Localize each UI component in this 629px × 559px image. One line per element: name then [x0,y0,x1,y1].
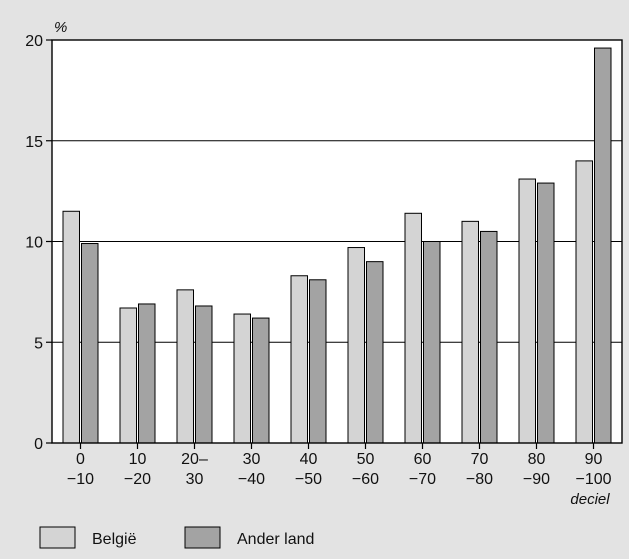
x-tick-label: 30 [243,451,261,468]
x-tick-label: −80 [466,471,493,488]
bar-ander-land [309,279,327,444]
bar-belgie [404,212,422,444]
x-tick-label: 80 [528,451,546,468]
legend-swatch [184,526,221,549]
y-tick-label: 5 [34,335,43,352]
x-axis-unit: deciel [570,491,610,508]
x-tick-label: −100 [575,471,611,488]
x-tick-label: −50 [295,471,322,488]
x-tick-label: 90 [585,451,603,468]
legend-label: Ander land [237,531,314,548]
y-axis-ticks: 0 5 10 15 20 [25,33,52,453]
bar-ander-land [594,47,612,444]
x-tick-label: 30 [186,471,204,488]
x-tick-label: 50 [357,451,375,468]
x-tick-label: 60 [414,451,432,468]
bar-belgie [119,307,137,444]
bar-belgie [518,178,536,444]
x-tick-label: −90 [523,471,550,488]
bar-belgie [290,275,308,444]
bar-ander-land [81,243,99,444]
bar-ander-land [138,303,156,444]
legend-label: België [92,531,137,548]
bar-belgie [347,247,365,444]
bar-belgie [575,160,593,444]
y-tick-label: 20 [25,33,43,50]
y-tick-label: 15 [25,134,43,151]
bar-ander-land [480,230,498,444]
bar-ander-land [423,241,441,444]
x-tick-label: 0 [76,451,85,468]
x-tick-label: 70 [471,451,489,468]
bar-ander-land [537,182,555,444]
x-tick-label: 20– [181,451,208,468]
bar-belgie [176,289,194,444]
x-tick-label: 10 [129,451,147,468]
x-tick-label: −20 [124,471,151,488]
bar-ander-land [252,317,270,444]
bar-belgie [233,313,251,444]
legend-swatch [39,526,76,549]
bar-belgie [461,220,479,444]
x-tick-label: 40 [300,451,318,468]
bar-ander-land [195,305,213,444]
bars [62,47,612,444]
bar-belgie [62,210,80,444]
x-tick-label: −10 [67,471,94,488]
y-tick-label: 10 [25,235,43,252]
legend: België Ander land [39,526,314,549]
x-tick-label: −60 [352,471,379,488]
x-tick-label: −40 [238,471,265,488]
y-tick-label: 0 [34,436,43,453]
bar-ander-land [366,261,384,444]
y-axis-unit: % [54,19,67,36]
x-tick-label: −70 [409,471,436,488]
x-axis-ticks: 0 −10 10 −20 20– 30 30 −40 40 −50 50 −60 60 −70 70 −80 8… [67,443,612,488]
